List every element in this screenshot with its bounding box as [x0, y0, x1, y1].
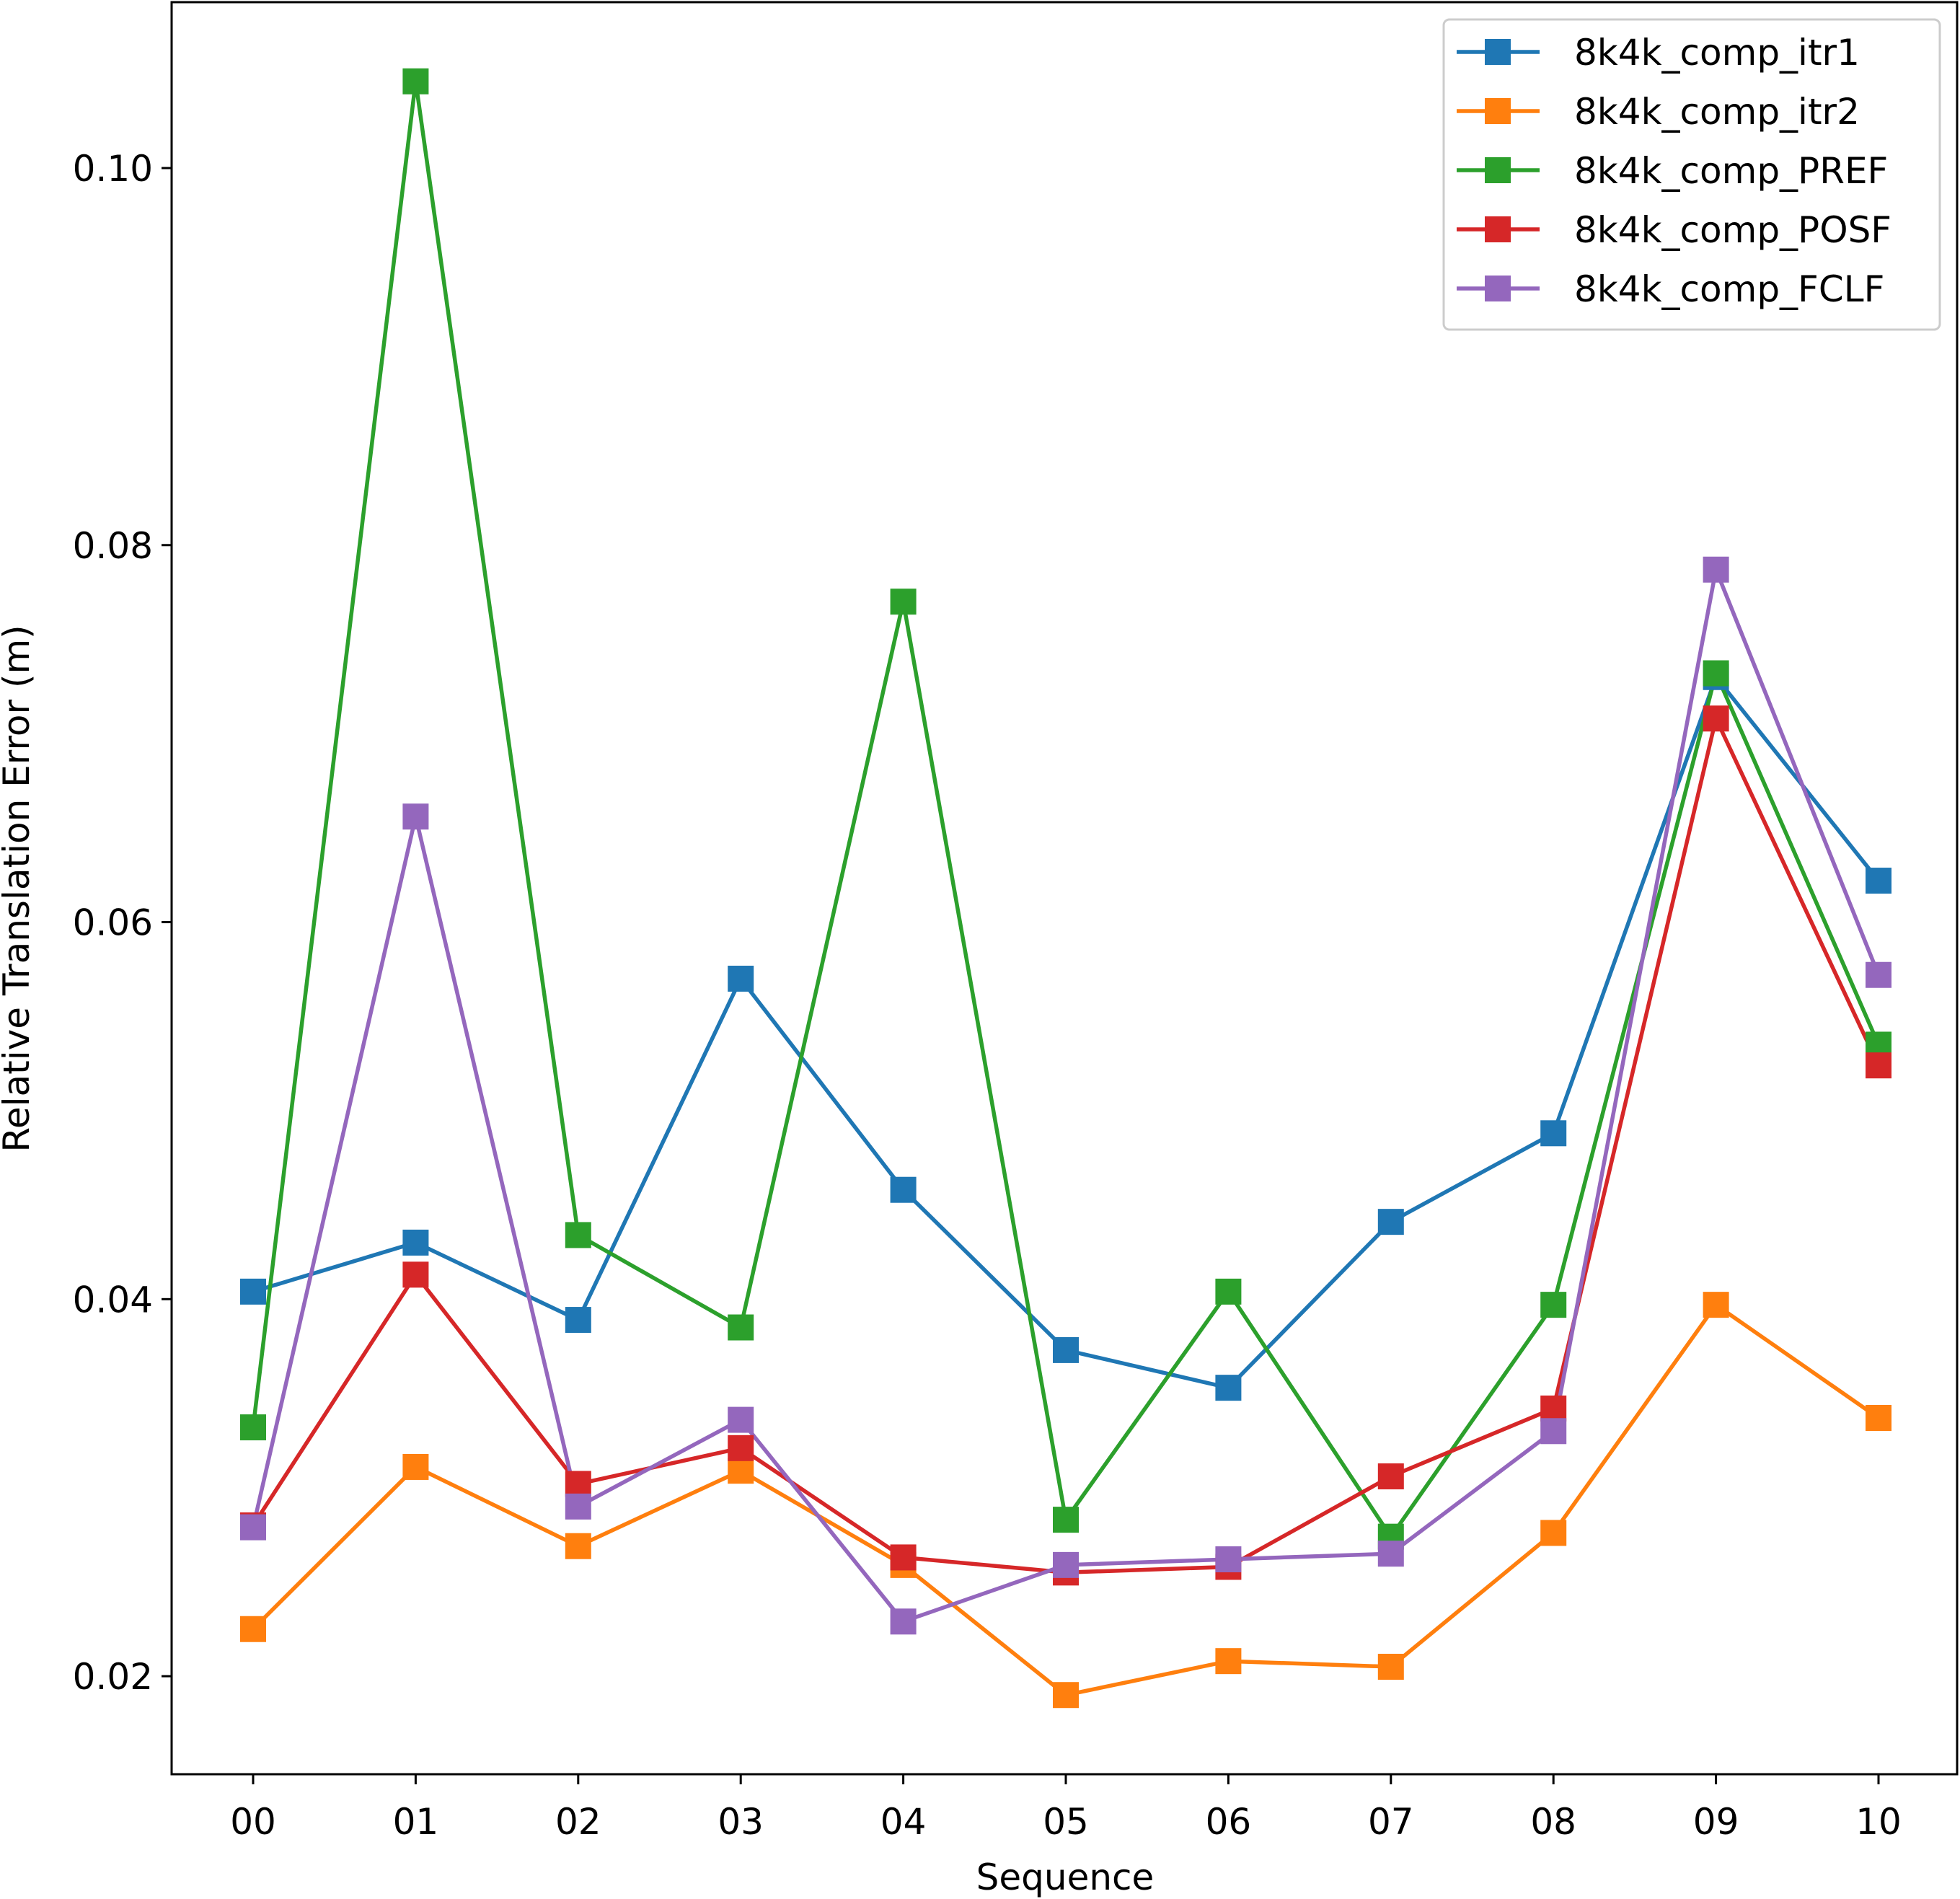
data-point-marker	[1866, 1404, 1891, 1431]
legend-marker	[1485, 216, 1511, 242]
x-axis: 00 01 02 03 04 05 06 07 08 09 10	[230, 1774, 1902, 1843]
data-point-marker	[565, 1222, 591, 1248]
data-point-marker	[402, 68, 429, 94]
x-tick-label: 08	[1530, 1801, 1576, 1843]
x-tick-label: 10	[1855, 1801, 1902, 1843]
y-tick-label: 0.06	[73, 902, 153, 944]
y-tick-label: 0.08	[73, 525, 153, 567]
data-point-marker	[890, 589, 917, 615]
y-tick-label: 0.02	[73, 1656, 153, 1698]
data-point-marker	[1377, 1209, 1404, 1235]
x-tick-label: 05	[1043, 1801, 1089, 1843]
data-point-marker	[1377, 1654, 1404, 1680]
x-tick-label: 04	[880, 1801, 927, 1843]
data-point-marker	[565, 1533, 591, 1559]
data-point-marker	[1540, 1120, 1567, 1147]
data-point-marker	[1866, 868, 1891, 894]
data-point-marker	[728, 1435, 754, 1461]
data-point-marker	[402, 803, 429, 830]
data-point-marker	[1377, 1541, 1404, 1567]
plot-frame	[170, 1, 1959, 1776]
data-point-marker	[1703, 556, 1729, 583]
data-point-marker	[728, 1406, 754, 1433]
data-point-marker	[890, 1544, 917, 1571]
data-point-marker	[1215, 1648, 1242, 1675]
x-tick-label: 00	[230, 1801, 276, 1843]
legend: 8k4k_comp_itr1 8k4k_comp_itr2 8k4k_comp_PR…	[1442, 18, 1941, 331]
data-point-marker	[565, 1471, 591, 1497]
data-point-marker	[240, 1414, 266, 1441]
data-point-marker	[1866, 1052, 1891, 1079]
data-point-marker	[1215, 1375, 1242, 1401]
legend-marker	[1485, 276, 1511, 301]
legend-label: 8k4k_comp_itr2	[1574, 91, 1860, 133]
y-tick-label: 0.04	[73, 1279, 153, 1321]
y-axis-title: Relative Translation Error (m)	[0, 625, 37, 1152]
data-point-marker	[565, 1307, 591, 1334]
legend-marker	[1485, 157, 1511, 183]
data-point-marker	[1053, 1336, 1079, 1363]
y-tick-label: 0.10	[73, 148, 153, 190]
data-point-marker	[240, 1278, 266, 1305]
data-point-marker	[728, 965, 754, 992]
legend-box	[1442, 18, 1941, 331]
x-tick-label: 02	[555, 1801, 601, 1843]
data-point-marker	[565, 1493, 591, 1520]
data-point-marker	[1053, 1551, 1079, 1578]
data-point-marker	[1540, 1395, 1567, 1422]
data-point-marker	[1540, 1520, 1567, 1546]
data-point-marker	[402, 1261, 429, 1288]
data-point-marker	[402, 1229, 429, 1256]
data-point-marker	[1703, 660, 1729, 687]
series-markers	[240, 68, 1891, 1709]
legend-label: 8k4k_comp_PREF	[1574, 150, 1888, 192]
data-point-marker	[1053, 1507, 1079, 1533]
data-point-marker	[728, 1314, 754, 1341]
x-tick-label: 09	[1693, 1801, 1739, 1843]
x-tick-label: 01	[393, 1801, 439, 1843]
data-point-marker	[240, 1514, 266, 1541]
legend-marker	[1485, 39, 1511, 65]
data-point-marker	[728, 1458, 754, 1484]
data-point-marker	[1053, 1682, 1079, 1709]
legend-label: 8k4k_comp_POSF	[1574, 209, 1891, 251]
y-axis: 0.02 0.04 0.06 0.08 0.10	[73, 148, 172, 1698]
x-tick-label: 03	[718, 1801, 764, 1843]
x-tick-label: 06	[1206, 1801, 1252, 1843]
data-point-marker	[890, 1608, 917, 1635]
legend-label: 8k4k_comp_FCLF	[1574, 268, 1884, 310]
data-point-marker	[1703, 705, 1729, 732]
data-point-marker	[402, 1453, 429, 1480]
data-point-marker	[1215, 1278, 1242, 1305]
x-axis-title: Sequence	[976, 1856, 1155, 1898]
data-point-marker	[1703, 1292, 1729, 1318]
data-point-marker	[1866, 961, 1891, 988]
data-point-marker	[1540, 1418, 1567, 1445]
data-point-marker	[890, 1176, 917, 1203]
data-point-marker	[240, 1616, 266, 1642]
x-tick-label: 07	[1368, 1801, 1414, 1843]
legend-marker	[1485, 98, 1511, 124]
legend-label: 8k4k_comp_itr1	[1574, 32, 1860, 74]
data-point-marker	[1215, 1546, 1242, 1573]
data-point-marker	[1377, 1463, 1404, 1490]
data-point-marker	[1540, 1292, 1567, 1318]
